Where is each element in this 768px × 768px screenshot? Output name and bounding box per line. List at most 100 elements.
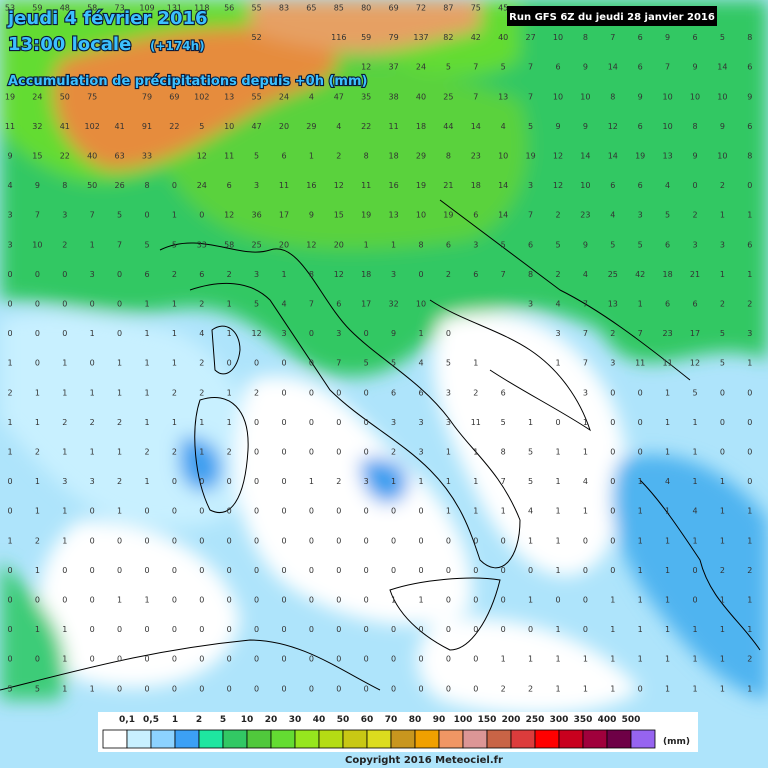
grid-value: 0 [364,536,369,545]
grid-value: 0 [172,596,177,605]
grid-value: 3 [528,181,533,190]
grid-value: 0 [473,684,478,693]
grid-value: 3 [446,418,451,427]
grid-value: 2 [62,240,67,249]
legend-unit: (mm) [663,737,690,747]
grid-value: 0 [446,329,451,338]
grid-value: 4 [692,507,697,516]
grid-value: 5 [665,211,670,220]
grid-value: 0 [720,388,725,397]
grid-value: 1 [638,655,643,664]
grid-value: 82 [443,33,453,42]
grid-value: 3 [90,270,95,279]
grid-value: 6 [638,181,643,190]
grid-value: 1 [720,536,725,545]
grid-value: 6 [665,240,670,249]
grid-value: 11 [389,122,399,131]
grid-value: 8 [364,152,369,161]
grid-value: 0 [254,536,259,545]
grid-value: 137 [413,33,428,42]
grid-value: 9 [692,152,697,161]
grid-value: 18 [361,270,371,279]
grid-value: 0 [62,596,67,605]
grid-value: 22 [361,122,371,131]
grid-value: 0 [172,477,177,486]
grid-value: 4 [583,477,588,486]
grid-value: 42 [635,270,645,279]
grid-value: 0 [501,536,506,545]
grid-value: 10 [717,92,727,101]
grid-value: 1 [144,329,149,338]
grid-value: 12 [306,240,316,249]
grid-value: 0 [364,329,369,338]
grid-value: 0 [227,596,232,605]
grid-value: 2 [7,388,12,397]
grid-value: 1 [555,684,560,693]
grid-value: 0 [281,359,286,368]
grid-value: 0 [144,684,149,693]
grid-value: 9 [35,181,40,190]
grid-value: 0 [501,625,506,634]
legend-swatch [582,729,608,749]
grid-value: 0 [391,566,396,575]
grid-value: 13 [224,92,234,101]
grid-value: 10 [416,300,426,309]
grid-value: 6 [336,300,341,309]
grid-value: 1 [692,418,697,427]
grid-value: 0 [336,448,341,457]
grid-value: 1 [90,388,95,397]
grid-value: 7 [473,63,478,72]
grid-value: 15 [334,211,344,220]
grid-value: 1 [62,536,67,545]
grid-value: 3 [7,240,12,249]
grid-value: 4 [610,211,615,220]
grid-value: 17 [690,329,700,338]
grid-value: 10 [690,92,700,101]
grid-value: 1 [172,329,177,338]
legend-label: 50 [337,715,350,725]
grid-value: 18 [389,152,399,161]
grid-value: 11 [361,181,371,190]
grid-value: 1 [665,625,670,634]
grid-value: 45 [498,4,508,13]
grid-value: 5 [254,152,259,161]
grid-value: 21 [443,181,453,190]
grid-value: 47 [252,122,262,131]
grid-value: 0 [281,507,286,516]
grid-value: 10 [717,152,727,161]
grid-value: 1 [473,477,478,486]
grid-value: 2 [172,388,177,397]
grid-value: 1 [144,418,149,427]
legend-label: 5 [220,715,226,725]
grid-value: 3 [418,448,423,457]
grid-value: 9 [583,122,588,131]
grid-value: 0 [227,477,232,486]
grid-value: 1 [665,448,670,457]
grid-value: 0 [254,359,259,368]
grid-value: 5 [720,359,725,368]
grid-value: 1 [747,270,752,279]
grid-value: 56 [224,4,234,13]
grid-value: 1 [144,477,149,486]
grid-value: 1 [665,596,670,605]
grid-value: 0 [364,507,369,516]
grid-value: 9 [638,92,643,101]
grid-value: 5 [199,122,204,131]
grid-value: 2 [254,388,259,397]
title-time: 13:00 locale [8,34,131,55]
grid-value: 1 [720,507,725,516]
grid-value: 1 [747,596,752,605]
grid-value: 29 [416,152,426,161]
grid-value: 0 [117,270,122,279]
grid-value: 6 [473,270,478,279]
grid-value: 32 [389,300,399,309]
grid-value: 7 [117,240,122,249]
grid-value: 1 [281,270,286,279]
grid-value: 7 [501,477,506,486]
grid-value: 15 [32,152,42,161]
grid-value: 1 [172,211,177,220]
legend-label: 1 [172,715,178,725]
grid-value: 0 [281,477,286,486]
grid-value: 0 [364,418,369,427]
